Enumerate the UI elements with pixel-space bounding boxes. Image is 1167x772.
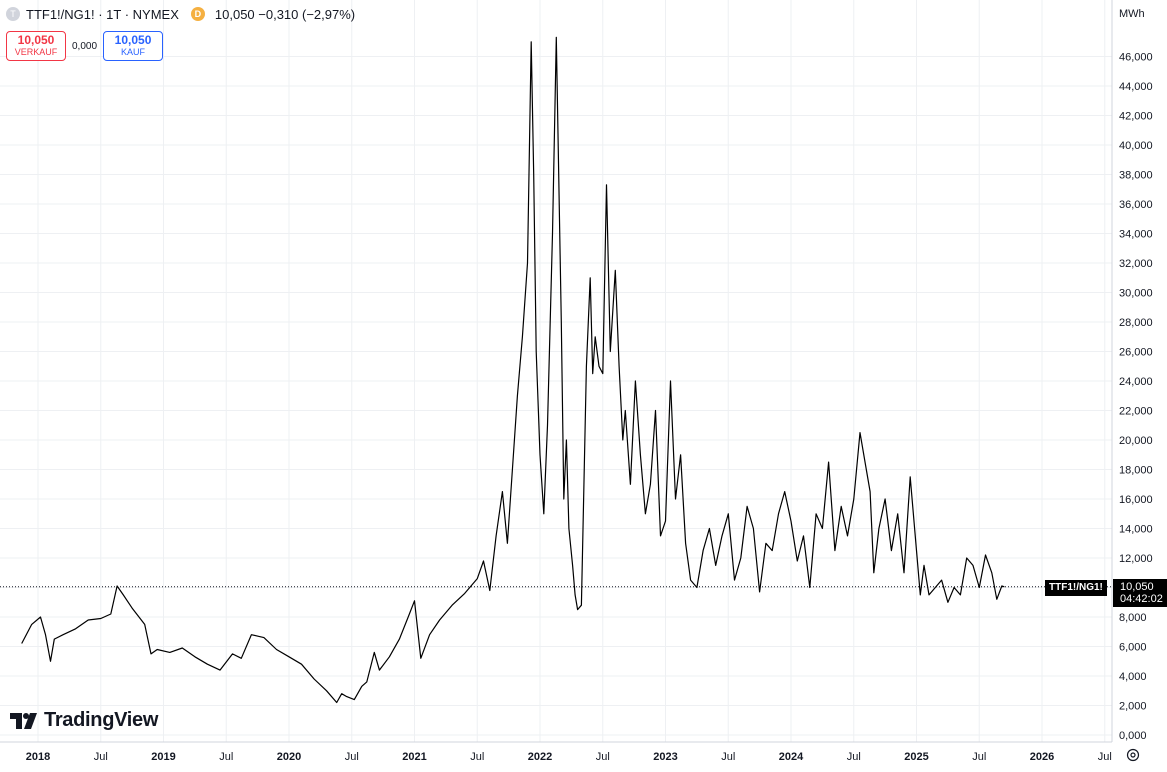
price-tick-label: 26,000	[1119, 347, 1153, 359]
time-tick-label: Jul	[345, 751, 359, 763]
last-price-change: 10,050 −0,310 (−2,97%)	[214, 6, 356, 22]
time-tick-label: Jul	[972, 751, 986, 763]
delayed-data-badge[interactable]: D	[190, 7, 205, 21]
price-tick-label: 12,000	[1119, 553, 1153, 565]
current-price-label: 10,050 04:42:02	[1113, 579, 1167, 607]
time-tick-label: 2020	[277, 751, 301, 763]
tradingview-logo[interactable]: TradingView	[10, 709, 158, 732]
time-tick-label: 2025	[904, 751, 928, 763]
price-tick-label: 24,000	[1119, 376, 1153, 388]
bar-countdown: 04:42:02	[1120, 593, 1163, 605]
price-tick-label: 22,000	[1119, 406, 1153, 418]
price-tick-label: 28,000	[1119, 317, 1153, 329]
time-tick-label: 2022	[528, 751, 552, 763]
price-tick-label: 8,000	[1119, 612, 1147, 624]
current-price-value: 10,050	[1120, 581, 1154, 593]
price-tick-label: 44,000	[1119, 81, 1153, 93]
price-axis[interactable]: 0,0002,0004,0006,0008,00010,00012,00014,…	[1119, 52, 1153, 743]
time-tick-label: 2023	[653, 751, 677, 763]
price-series-line	[21, 36, 1005, 704]
time-tick-label: 2018	[26, 751, 50, 763]
time-tick-label: 2024	[779, 751, 804, 763]
time-tick-label: Jul	[219, 751, 233, 763]
price-tick-label: 30,000	[1119, 288, 1153, 300]
time-tick-label: Jul	[470, 751, 484, 763]
trade-panel: 10,050 VERKAUF 0,000 10,050 KAUF	[6, 31, 164, 61]
time-tick-label: 2026	[1030, 751, 1054, 763]
time-tick-label: Jul	[596, 751, 610, 763]
time-tick-label: Jul	[1098, 751, 1112, 763]
time-tick-label: Jul	[847, 751, 861, 763]
price-tick-label: 18,000	[1119, 465, 1153, 477]
unit-label: MWh	[1119, 8, 1145, 20]
price-tick-label: 38,000	[1119, 170, 1153, 182]
time-tick-label: 2019	[151, 751, 175, 763]
time-tick-label: Jul	[721, 751, 735, 763]
price-tick-label: 34,000	[1119, 229, 1153, 241]
price-tick-label: 6,000	[1119, 642, 1147, 654]
sell-button[interactable]: 10,050 VERKAUF	[6, 31, 66, 61]
buy-price: 10,050	[114, 33, 152, 47]
price-tick-label: 46,000	[1119, 52, 1153, 64]
price-tick-label: 32,000	[1119, 258, 1153, 270]
price-tick-label: 16,000	[1119, 494, 1153, 506]
symbol-title[interactable]: TTF1!/NG1! · 1T · NYMEX	[26, 6, 179, 22]
symbol-icon[interactable]: T	[6, 7, 20, 21]
price-tick-label: 0,000	[1119, 730, 1147, 742]
time-tick-label: 2021	[402, 751, 426, 763]
price-tick-label: 40,000	[1119, 140, 1153, 152]
spread-value: 0,000	[72, 40, 98, 52]
price-tick-label: 42,000	[1119, 111, 1153, 123]
symbol-price-label: TTF1!/NG1!	[1045, 580, 1107, 596]
buy-label: KAUF	[121, 47, 146, 57]
buy-button[interactable]: 10,050 KAUF	[103, 31, 164, 61]
price-tick-label: 2,000	[1119, 701, 1147, 713]
symbol-header: T TTF1!/NG1! · 1T · NYMEX D 10,050 −0,31…	[6, 4, 355, 24]
price-tick-label: 20,000	[1119, 435, 1153, 447]
tradingview-logo-text: TradingView	[44, 709, 159, 731]
settings-gear-icon[interactable]	[1125, 747, 1141, 763]
sell-label: VERKAUF	[14, 47, 58, 57]
time-tick-label: Jul	[94, 751, 108, 763]
chart-grid	[0, 0, 1112, 742]
sell-price: 10,050	[17, 33, 55, 47]
tradingview-logo-icon	[10, 712, 37, 729]
price-tick-label: 4,000	[1119, 671, 1147, 683]
time-axis[interactable]: 2018 Jul 2019 Jul 2020 Jul 2021 Jul 2022 Jul 2023 J…	[26, 751, 1112, 763]
price-tick-label: 36,000	[1119, 199, 1153, 211]
price-tick-label: 14,000	[1119, 524, 1153, 536]
